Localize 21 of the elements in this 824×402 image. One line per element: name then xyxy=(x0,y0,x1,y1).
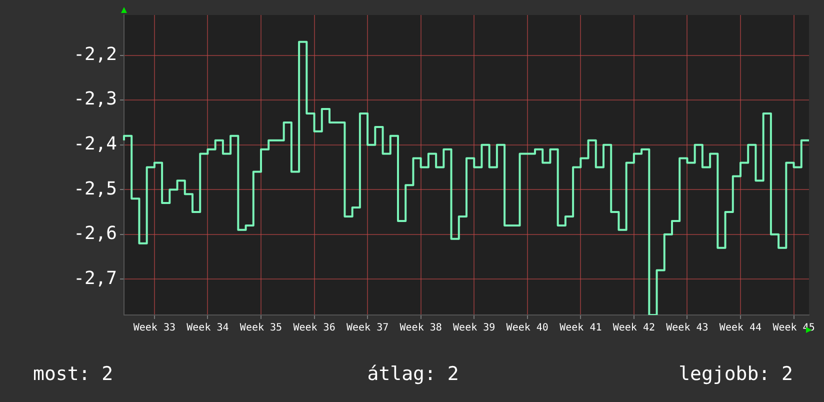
x-tick-label: Week 44 xyxy=(719,322,762,334)
y-tick-label: -2,5 xyxy=(74,178,117,200)
x-tick-label: Week 42 xyxy=(612,322,656,334)
x-tick-label: Week 40 xyxy=(506,322,548,334)
x-tick-label: Week 34 xyxy=(186,322,229,334)
x-tick-label: Week 41 xyxy=(560,322,602,334)
y-tick-label: -2,3 xyxy=(74,88,117,110)
text: legjobb: 2 xyxy=(678,362,793,385)
text: most: 2 xyxy=(33,362,114,385)
x-tick-label: Week 37 xyxy=(346,322,389,334)
x-tick-label: Week 39 xyxy=(453,322,496,334)
y-tick-label: -2,6 xyxy=(74,223,117,244)
y-tick-label: -2,2 xyxy=(74,44,117,65)
y-tick-label: -2,4 xyxy=(74,134,117,155)
x-tick-label: Week 35 xyxy=(240,322,282,334)
x-tick-label: Week 43 xyxy=(666,322,708,334)
x-tick-label: Week 33 xyxy=(133,322,176,334)
text: átlag: 2 xyxy=(367,362,459,385)
y-tick-label: -2,7 xyxy=(74,268,117,289)
x-tick-label: Week 38 xyxy=(400,322,442,334)
x-tick-label: Week 36 xyxy=(293,322,336,334)
